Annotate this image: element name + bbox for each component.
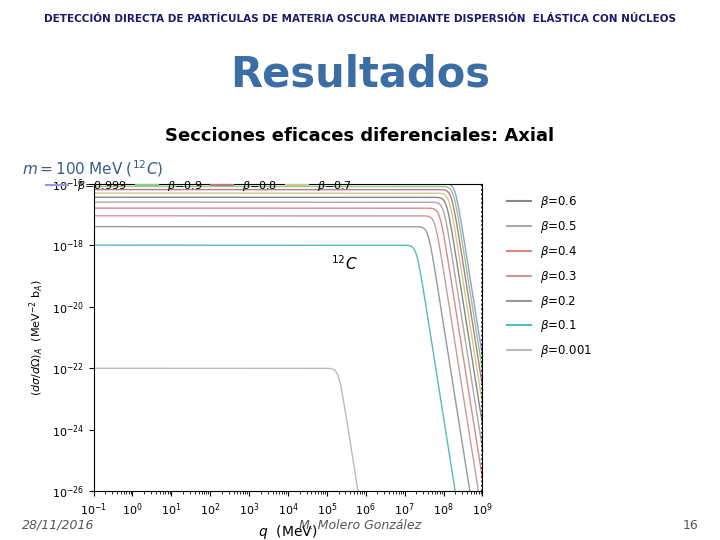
Text: 28/11/2016: 28/11/2016 — [22, 518, 94, 532]
X-axis label: $q$  (MeV): $q$ (MeV) — [258, 523, 318, 540]
Legend: $\beta$=0.999, $\beta$=0.9, $\beta$=0.8, $\beta$=0.7: $\beta$=0.999, $\beta$=0.9, $\beta$=0.8,… — [42, 175, 356, 198]
Text: ${}^{12}C$: ${}^{12}C$ — [330, 254, 358, 273]
Text: DETECCIÓN DIRECTA DE PARTÍCULAS DE MATERIA OSCURA MEDIANTE DISPERSIÓN  ELÁSTICA : DETECCIÓN DIRECTA DE PARTÍCULAS DE MATER… — [44, 14, 676, 24]
Text: 16: 16 — [683, 518, 698, 532]
Legend: $\beta$=0.6, $\beta$=0.5, $\beta$=0.4, $\beta$=0.3, $\beta$=0.2, $\beta$=0.1, $\: $\beta$=0.6, $\beta$=0.5, $\beta$=0.4, $… — [503, 190, 597, 364]
Text: $m = 100\;\mathrm{MeV}\;({}^{12}C)$: $m = 100\;\mathrm{MeV}\;({}^{12}C)$ — [22, 158, 163, 179]
Y-axis label: $(d\sigma/d\Omega)_A$  (MeV$^{-2}$ b$_A$): $(d\sigma/d\Omega)_A$ (MeV$^{-2}$ b$_A$) — [28, 279, 46, 396]
Text: Secciones eficaces diferenciales: Axial: Secciones eficaces diferenciales: Axial — [166, 127, 554, 145]
Text: M. Molero González: M. Molero González — [299, 518, 421, 532]
Text: Resultados: Resultados — [230, 53, 490, 95]
